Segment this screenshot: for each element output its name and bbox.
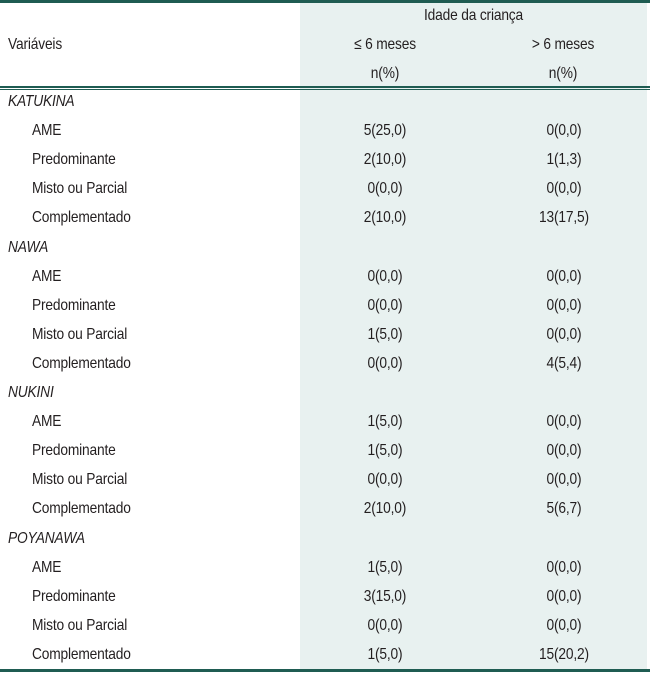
- cell-gt6: 0(0,0): [546, 267, 582, 285]
- row-label: AME: [32, 267, 62, 285]
- cell-le6: 1(5,0): [367, 413, 403, 431]
- column-group-header: Idade da criança: [423, 7, 523, 24]
- header-separator-rule: [0, 86, 650, 90]
- cell-gt6: 0(0,0): [546, 296, 582, 314]
- row-label: Complementado: [32, 209, 131, 227]
- cell-le6: 5(25,0): [363, 122, 407, 140]
- row-label: Predominante: [32, 151, 116, 169]
- row-label: Complementado: [32, 354, 131, 372]
- cell-gt6: 15(20,2): [539, 645, 589, 663]
- cell-gt6: 4(5,4): [546, 354, 582, 372]
- row-label: Misto ou Parcial: [32, 616, 128, 634]
- row-label: Predominante: [32, 296, 116, 314]
- cell-gt6: 13(17,5): [539, 209, 589, 227]
- cell-gt6: 0(0,0): [546, 325, 582, 343]
- group-label: NUKINI: [8, 384, 54, 401]
- cell-gt6: 0(0,0): [546, 442, 582, 460]
- column-unit-le6: n(%): [370, 65, 400, 82]
- cell-le6: 0(0,0): [367, 267, 403, 285]
- row-label: Misto ou Parcial: [32, 180, 128, 198]
- table-bottom-rule: [0, 669, 650, 672]
- cell-le6: 0(0,0): [367, 180, 403, 198]
- cell-gt6: 0(0,0): [546, 558, 582, 576]
- group-label: POYANAWA: [8, 529, 85, 547]
- column-header-le6: ≤ 6 meses: [354, 36, 416, 53]
- row-label: Misto ou Parcial: [32, 471, 128, 489]
- cell-gt6: 1(1,3): [546, 151, 582, 169]
- cell-gt6: 0(0,0): [546, 587, 582, 605]
- group-label: NAWA: [8, 238, 49, 256]
- row-label: Predominante: [32, 587, 116, 605]
- cell-le6: 0(0,0): [367, 354, 403, 372]
- cell-le6: 2(10,0): [363, 500, 407, 518]
- cell-gt6: 0(0,0): [546, 471, 582, 489]
- row-label: AME: [32, 558, 62, 576]
- group-label: KATUKINA: [8, 93, 75, 110]
- row-label: AME: [32, 413, 62, 431]
- cell-gt6: 0(0,0): [546, 180, 582, 198]
- cell-gt6: 0(0,0): [546, 616, 582, 634]
- column-unit-gt6: n(%): [548, 65, 578, 82]
- cell-le6: 0(0,0): [367, 471, 403, 489]
- cell-le6: 2(10,0): [363, 151, 407, 169]
- cell-le6: 1(5,0): [367, 558, 403, 576]
- row-label: Complementado: [32, 500, 131, 518]
- row-label: Misto ou Parcial: [32, 325, 128, 343]
- row-label: Predominante: [32, 442, 116, 460]
- cell-le6: 3(15,0): [363, 587, 407, 605]
- cell-le6: 1(5,0): [367, 645, 403, 663]
- cell-gt6: 5(6,7): [546, 500, 582, 518]
- cell-le6: 0(0,0): [367, 616, 403, 634]
- cell-gt6: 0(0,0): [546, 122, 582, 140]
- cell-le6: 2(10,0): [363, 209, 407, 227]
- table-top-rule: [0, 0, 650, 3]
- variables-header: Variáveis: [8, 36, 63, 53]
- cell-gt6: 0(0,0): [546, 413, 582, 431]
- row-label: AME: [32, 122, 62, 140]
- cell-le6: 0(0,0): [367, 296, 403, 314]
- column-header-gt6: > 6 meses: [531, 36, 595, 53]
- shaded-data-columns: [300, 3, 647, 669]
- cell-le6: 1(5,0): [367, 442, 403, 460]
- row-label: Complementado: [32, 645, 131, 663]
- cell-le6: 1(5,0): [367, 325, 403, 343]
